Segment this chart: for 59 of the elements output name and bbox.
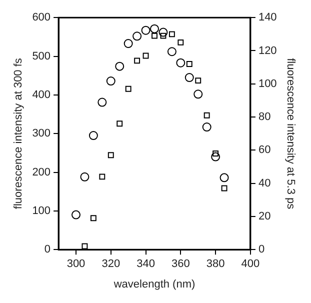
y2-tick-label: 0 bbox=[258, 244, 265, 256]
point bbox=[212, 150, 219, 156]
point bbox=[178, 39, 184, 46]
point bbox=[150, 24, 159, 34]
point bbox=[160, 32, 166, 39]
point bbox=[134, 58, 140, 64]
point bbox=[88, 131, 98, 140]
point bbox=[80, 172, 90, 182]
point bbox=[220, 173, 229, 182]
point bbox=[115, 62, 124, 71]
y-tick-label: 400 bbox=[32, 88, 51, 101]
y-tick-label: 600 bbox=[32, 12, 51, 24]
y-axis-title: fluorescence intensity at 300 fs bbox=[12, 58, 25, 210]
point bbox=[158, 28, 168, 37]
point bbox=[82, 243, 88, 250]
x-axis-title: wavelength (nm) bbox=[112, 278, 196, 290]
y2-tick-label: 20 bbox=[258, 210, 271, 222]
y2-tick-label: 140 bbox=[258, 12, 277, 24]
y2-tick-label: 120 bbox=[258, 44, 277, 57]
point bbox=[194, 90, 203, 99]
point bbox=[142, 52, 149, 59]
point bbox=[106, 76, 116, 86]
y-tick-label: 100 bbox=[32, 204, 51, 217]
point bbox=[184, 73, 194, 82]
y-tick-label: 0 bbox=[44, 244, 51, 256]
point bbox=[204, 112, 210, 118]
point bbox=[186, 61, 192, 67]
y2-tick-label: 80 bbox=[258, 111, 271, 124]
point bbox=[152, 32, 158, 39]
y2-tick-label: 100 bbox=[258, 78, 277, 90]
point bbox=[90, 215, 96, 222]
point bbox=[98, 98, 107, 107]
point bbox=[168, 31, 175, 38]
point bbox=[124, 39, 133, 48]
y-tick-label: 300 bbox=[32, 128, 51, 140]
point bbox=[125, 86, 132, 92]
x-tick-label: 400 bbox=[241, 258, 260, 270]
point bbox=[176, 58, 186, 68]
y2-axis-title: fluorescence intensity at 5.3 ps bbox=[284, 58, 296, 210]
y2-tick-label: 40 bbox=[258, 177, 271, 190]
point bbox=[141, 26, 150, 35]
point bbox=[116, 120, 123, 127]
point bbox=[72, 210, 80, 220]
y-tick-label: 500 bbox=[32, 50, 51, 62]
point bbox=[195, 78, 202, 84]
point bbox=[108, 152, 114, 158]
y-tick-label: 200 bbox=[32, 166, 51, 178]
x-tick-label: 340 bbox=[136, 258, 155, 270]
point bbox=[99, 174, 106, 180]
x-tick-label: 360 bbox=[171, 258, 190, 270]
point bbox=[167, 47, 176, 56]
point bbox=[211, 152, 220, 162]
x-tick-label: 380 bbox=[206, 258, 225, 270]
point bbox=[221, 185, 228, 192]
x-tick-label: 300 bbox=[66, 258, 86, 270]
point bbox=[202, 122, 212, 132]
y2-tick-label: 60 bbox=[258, 144, 271, 156]
point bbox=[132, 32, 142, 41]
x-tick-label: 320 bbox=[102, 258, 120, 270]
